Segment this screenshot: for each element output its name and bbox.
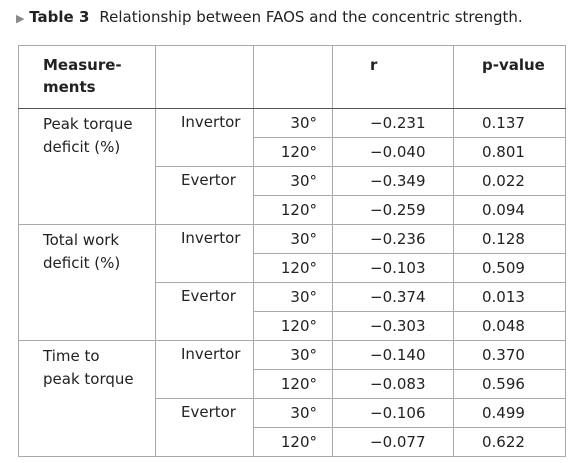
side-cell: Evertor — [155, 398, 254, 457]
r-cell: −0.083 — [332, 369, 454, 399]
angle-cell: 120° — [253, 311, 333, 341]
p-cell: 0.596 — [453, 369, 566, 399]
p-cell: 0.622 — [453, 427, 566, 457]
side-cell: Invertor — [155, 340, 254, 399]
r-cell: −0.259 — [332, 195, 454, 225]
r-cell: −0.374 — [332, 282, 454, 312]
angle-cell: 30° — [253, 224, 333, 254]
row: 120° −0.103 0.509 — [19, 253, 566, 283]
angle-cell: 30° — [253, 398, 333, 428]
row: Evertor 30° −0.106 0.499 — [19, 398, 566, 457]
row: Evertor 30° −0.374 0.013 — [19, 282, 566, 341]
p-cell: 0.509 — [453, 253, 566, 283]
angle-cell: 30° — [253, 340, 333, 370]
p-cell: 0.022 — [453, 166, 566, 196]
r-cell: −0.040 — [332, 137, 454, 167]
header-cell — [155, 45, 254, 109]
header-cell: r — [332, 45, 454, 109]
row: Peak torque deficit (%) Invertor 30° −0.231… — [18, 108, 566, 225]
p-cell: 0.048 — [453, 311, 566, 341]
side-cell: Invertor — [155, 224, 254, 283]
row: Total work deficit (%) Invertor 30° −0.236 0… — [18, 224, 566, 341]
row: 120° −0.083 0.596 — [19, 369, 566, 399]
r-cell: −0.103 — [332, 253, 454, 283]
p-cell: 0.128 — [453, 224, 566, 254]
row: Time to peak torque Invertor 30° −0.140 0.37… — [18, 340, 566, 457]
measure-cell: Peak torque deficit (%) — [18, 108, 156, 225]
r-cell: −0.077 — [332, 427, 454, 457]
table: Measure-ments r p-value Peak torque defi… — [18, 45, 566, 457]
p-cell: 0.013 — [453, 282, 566, 312]
side-cell: Evertor — [155, 166, 254, 225]
header-cell: p-value — [453, 45, 566, 109]
caption-arrow: ▶ — [16, 12, 25, 25]
angle-cell: 30° — [253, 282, 333, 312]
angle-cell: 120° — [253, 195, 333, 225]
p-cell: 0.094 — [453, 195, 566, 225]
caption-label: Table 3 — [29, 8, 90, 26]
header-line: Measure- — [43, 56, 122, 74]
angle-cell: 120° — [253, 137, 333, 167]
r-cell: −0.236 — [332, 224, 454, 254]
row: 120° −0.303 0.048 — [19, 311, 566, 341]
row: 120° −0.259 0.094 — [19, 195, 566, 225]
measure-cell: Total work deficit (%) — [18, 224, 156, 341]
header-line: ments — [43, 78, 96, 96]
angle-cell: 30° — [253, 108, 333, 138]
header-cell: Measure-ments — [18, 45, 156, 109]
row: 120° −0.040 0.801 — [19, 137, 566, 167]
p-cell: 0.137 — [453, 108, 566, 138]
r-cell: −0.349 — [332, 166, 454, 196]
r-cell: −0.106 — [332, 398, 454, 428]
p-cell: 0.370 — [453, 340, 566, 370]
header-row: Measure-ments r p-value — [18, 45, 566, 109]
measure-cell: Time to peak torque — [18, 340, 156, 457]
row: 120° −0.077 0.622 — [19, 427, 566, 457]
caption: ▶ Table 3 Relationship between FAOS and t… — [16, 8, 523, 26]
angle-cell: 120° — [253, 253, 333, 283]
angle-cell: 30° — [253, 166, 333, 196]
r-cell: −0.303 — [332, 311, 454, 341]
r-cell: −0.231 — [332, 108, 454, 138]
header-cell — [253, 45, 333, 109]
row: Evertor 30° −0.349 0.022 — [19, 166, 566, 225]
r-cell: −0.140 — [332, 340, 454, 370]
p-cell: 0.801 — [453, 137, 566, 167]
caption-text: Relationship between FAOS and the concen… — [99, 8, 523, 26]
side-cell: Invertor — [155, 108, 254, 167]
angle-cell: 120° — [253, 427, 333, 457]
p-cell: 0.499 — [453, 398, 566, 428]
angle-cell: 120° — [253, 369, 333, 399]
side-cell: Evertor — [155, 282, 254, 341]
